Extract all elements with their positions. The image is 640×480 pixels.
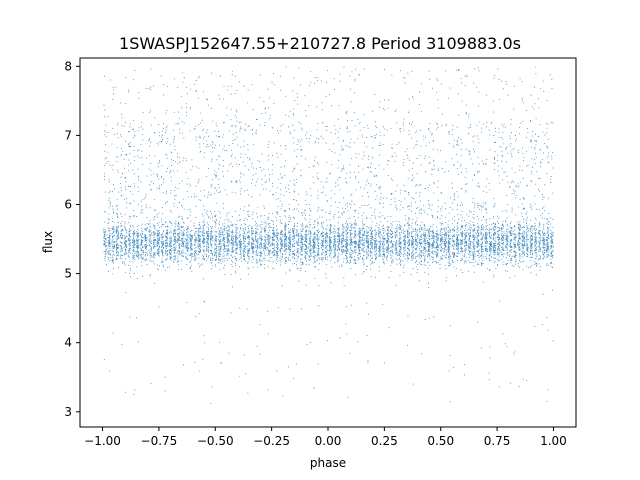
y-tick-label: 7 bbox=[64, 128, 72, 142]
x-axis-ticks: −1.00 −0.75 −0.50 −0.25 0.00 0.25 0.50 0.75 1.00 bbox=[84, 427, 567, 448]
x-tick-label: 1.00 bbox=[540, 434, 567, 448]
y-tick-label: 6 bbox=[64, 197, 72, 211]
x-tick-label: −0.25 bbox=[253, 434, 290, 448]
chart-title: 1SWASPJ152647.55+210727.8 Period 3109883… bbox=[119, 34, 521, 53]
data-points bbox=[103, 66, 554, 404]
x-tick-label: 0.00 bbox=[315, 434, 342, 448]
y-axis-ticks: 3 4 5 6 7 8 bbox=[64, 59, 80, 419]
x-tick-label: 0.75 bbox=[484, 434, 511, 448]
x-tick-label: 0.25 bbox=[371, 434, 398, 448]
x-tick-label: −1.00 bbox=[84, 434, 121, 448]
plot-frame bbox=[79, 57, 577, 428]
y-tick-label: 3 bbox=[64, 405, 72, 419]
x-tick-label: −0.75 bbox=[141, 434, 178, 448]
y-tick-label: 4 bbox=[64, 336, 72, 350]
y-axis-label: flux bbox=[41, 231, 55, 253]
scatter-points bbox=[103, 66, 554, 404]
y-tick-label: 5 bbox=[64, 267, 72, 281]
x-tick-label: 0.50 bbox=[427, 434, 454, 448]
x-axis-label: phase bbox=[310, 456, 346, 470]
x-tick-label: −0.50 bbox=[197, 434, 234, 448]
y-tick-label: 8 bbox=[64, 59, 72, 73]
